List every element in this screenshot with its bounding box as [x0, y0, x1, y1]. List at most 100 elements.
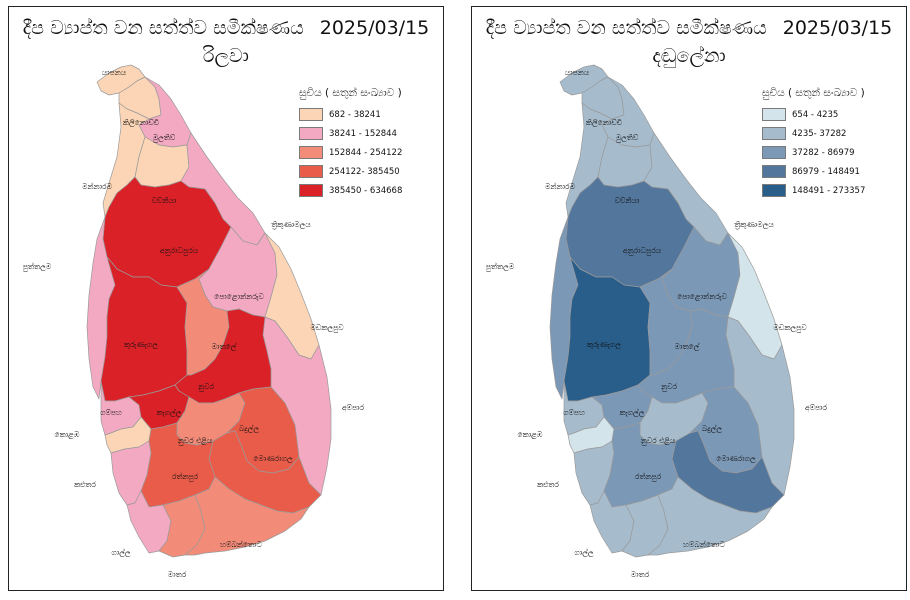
district-label-kandy: නුවර: [661, 382, 677, 391]
district-hambantota: [647, 476, 773, 556]
district-labels: යාපනය කිලිනොච්චි මුලතිව් මන්නාරම වව්නියා ත්‍ර…: [485, 68, 828, 579]
right-map-title: දීප ව්‍යාප්ත වන සත්ත්ව සමීක්ෂණය 2025/03/1…: [472, 17, 906, 39]
district-label-nuwara-eliya: නුවර එළිය: [178, 436, 213, 446]
right-title-date: 2025/03/15: [782, 17, 893, 39]
right-legend-item: 148491 - 273357: [762, 184, 902, 197]
right-title-text: දීප ව්‍යාප්ත වන සත්ත්ව සමීක්ෂණය: [485, 17, 767, 39]
left-title-text: දීප ව්‍යාප්ත වන සත්ත්ව සමීක්ෂණය: [22, 17, 304, 39]
legend-swatch: [299, 127, 323, 140]
left-legend-item: 152844 - 254122: [299, 146, 439, 159]
district-label-matara: මාතර: [168, 570, 187, 579]
district-label-puttalam: පුත්තලම: [485, 261, 515, 272]
district-label-vavuniya: වව්නියා: [615, 196, 640, 205]
district-label-monaragala: මොණරාගල: [716, 454, 756, 464]
district-label-gampaha: ගම්පහ: [100, 408, 122, 417]
district-label-kandy: නුවර: [198, 382, 214, 391]
district-polygons: [86, 64, 332, 558]
legend-swatch: [762, 127, 786, 140]
legend-swatch: [762, 165, 786, 178]
district-label-galle: ගාල්ල: [574, 547, 594, 558]
district-label-hambantota: හම්බන්තොට: [683, 539, 725, 549]
district-label-kegalle: කෑගල්ල: [620, 407, 645, 418]
district-label-puttalam: පුත්තලම: [22, 261, 52, 272]
left-legend-title: සුචිය ( සතුන් සංඛ්‍යාව ): [299, 87, 402, 99]
legend-swatch: [299, 146, 323, 159]
legend-swatch: [299, 108, 323, 121]
legend-label: 86979 - 148491: [792, 166, 860, 177]
district-label-ratnapura: රත්නපුර: [172, 471, 199, 481]
district-label-colombo: කොළඹ: [55, 430, 80, 440]
district-hambantota: [184, 476, 310, 556]
legend-swatch: [762, 108, 786, 121]
district-label-batticaloa: මඩකලපුව: [310, 323, 344, 333]
right-map-panel: දීප ව්‍යාප්ත වන සත්ත්ව සමීක්ෂණය 2025/03/1…: [471, 6, 907, 591]
right-legend-item: 86979 - 148491: [762, 165, 902, 178]
district-label-ampara: අම්පාර: [342, 403, 365, 413]
legend-label: 654 - 4235: [792, 109, 839, 120]
district-label-ratnapura: රත්නපුර: [635, 471, 662, 481]
legend-label: 4235- 37282: [792, 128, 847, 139]
legend-label: 682 - 38241: [329, 109, 381, 120]
legend-label: 38241 - 152844: [329, 128, 397, 139]
district-label-badulla: බදුල්ල: [239, 423, 259, 434]
district-label-mullaitivu: මුලතිව්: [615, 133, 639, 143]
district-labels: යාපනය කිලිනොච්චි මුලතිව් මන්නාරම වව්නියා ත්‍ර…: [22, 68, 365, 579]
legend-label: 152844 - 254122: [329, 147, 403, 158]
district-polygons: [549, 64, 795, 558]
right-legend-item: 37282 - 86979: [762, 146, 902, 159]
district-label-kegalle: කෑගල්ල: [157, 407, 182, 418]
district-label-ampara: අම්පාර: [805, 403, 828, 413]
district-label-matale: මාතලේ: [675, 341, 700, 352]
right-legend-item: 4235- 37282: [762, 127, 902, 140]
district-label-batticaloa: මඩකලපුව: [773, 323, 807, 333]
district-label-trincomalee: ත්‍රිකුණාමලය: [734, 220, 774, 230]
right-legend-item: 654 - 4235: [762, 108, 902, 121]
district-label-jaffna: යාපනය: [565, 68, 590, 77]
right-legend-title: සුචිය ( සතුන් සංඛ්‍යාව ): [762, 87, 865, 99]
legend-swatch: [762, 184, 786, 197]
district-label-matale: මාතලේ: [212, 341, 237, 352]
district-label-kilinochchi: කිලිනොච්චි: [123, 118, 160, 128]
district-label-kalutara: කළුතර: [74, 480, 96, 489]
left-map-panel: දීප ව්‍යාප්ත වන සත්ත්ව සමීක්ෂණය 2025/03/1…: [8, 6, 444, 591]
district-label-anuradhapura: අනුරාධපුරය: [623, 246, 662, 256]
district-label-anuradhapura: අනුරාධපුරය: [160, 246, 199, 256]
district-label-hambantota: හම්බන්තොට: [220, 539, 262, 549]
district-label-kurunegala: කුරුණෑගල: [587, 340, 621, 350]
district-label-nuwara-eliya: නුවර එළිය: [641, 436, 676, 446]
legend-label: 385450 - 634668: [329, 185, 403, 196]
left-map-title: දීප ව්‍යාප්ත වන සත්ත්ව සමීක්ෂණය 2025/03/1…: [9, 17, 443, 39]
district-label-matara: මාතර: [631, 570, 650, 579]
district-label-mannar: මන්නාරම: [82, 181, 113, 191]
district-label-kilinochchi: කිලිනොච්චි: [586, 118, 623, 128]
district-label-vavuniya: වව්නියා: [152, 196, 177, 205]
district-label-jaffna: යාපනය: [102, 68, 127, 77]
left-title-date: 2025/03/15: [319, 17, 430, 39]
right-choropleth-map: යාපනය කිලිනොච්චි මුලතිව් මන්නාරම වව්නියා ත්‍ර…: [485, 64, 828, 579]
district-label-kurunegala: කුරුණෑගල: [124, 340, 158, 350]
legend-swatch: [762, 146, 786, 159]
district-label-trincomalee: ත්‍රිකුණාමලය: [271, 220, 311, 230]
left-legend: සුචිය ( සතුන් සංඛ්‍යාව ) 682 - 38241 382…: [299, 87, 439, 203]
district-label-polonnaruwa: පොළොන්නරුව: [677, 291, 727, 302]
left-legend-item: 682 - 38241: [299, 108, 439, 121]
left-legend-item: 385450 - 634668: [299, 184, 439, 197]
left-legend-item: 38241 - 152844: [299, 127, 439, 140]
district-label-colombo: කොළඹ: [518, 430, 543, 440]
legend-label: 254122- 385450: [329, 166, 400, 177]
legend-swatch: [299, 184, 323, 197]
district-label-galle: ගාල්ල: [111, 547, 131, 558]
district-label-mannar: මන්නාරම: [545, 181, 576, 191]
left-map-subtitle: රිලවා: [203, 45, 249, 67]
left-choropleth-map: යාපනය කිලිනොච්චි මුලතිව් මන්නාරම වව්නියා ත්‍ර…: [22, 64, 365, 579]
district-label-gampaha: ගම්පහ: [563, 408, 585, 417]
right-legend: සුචිය ( සතුන් සංඛ්‍යාව ) 654 - 4235 4235…: [762, 87, 902, 203]
district-label-kalutara: කළුතර: [537, 480, 559, 489]
left-legend-item: 254122- 385450: [299, 165, 439, 178]
district-label-polonnaruwa: පොළොන්නරුව: [214, 291, 264, 302]
legend-label: 148491 - 273357: [792, 185, 866, 196]
district-label-mullaitivu: මුලතිව්: [152, 133, 176, 143]
right-map-subtitle: දඬුලේනා: [652, 45, 726, 67]
district-label-monaragala: මොණරාගල: [253, 454, 293, 464]
legend-label: 37282 - 86979: [792, 147, 855, 158]
